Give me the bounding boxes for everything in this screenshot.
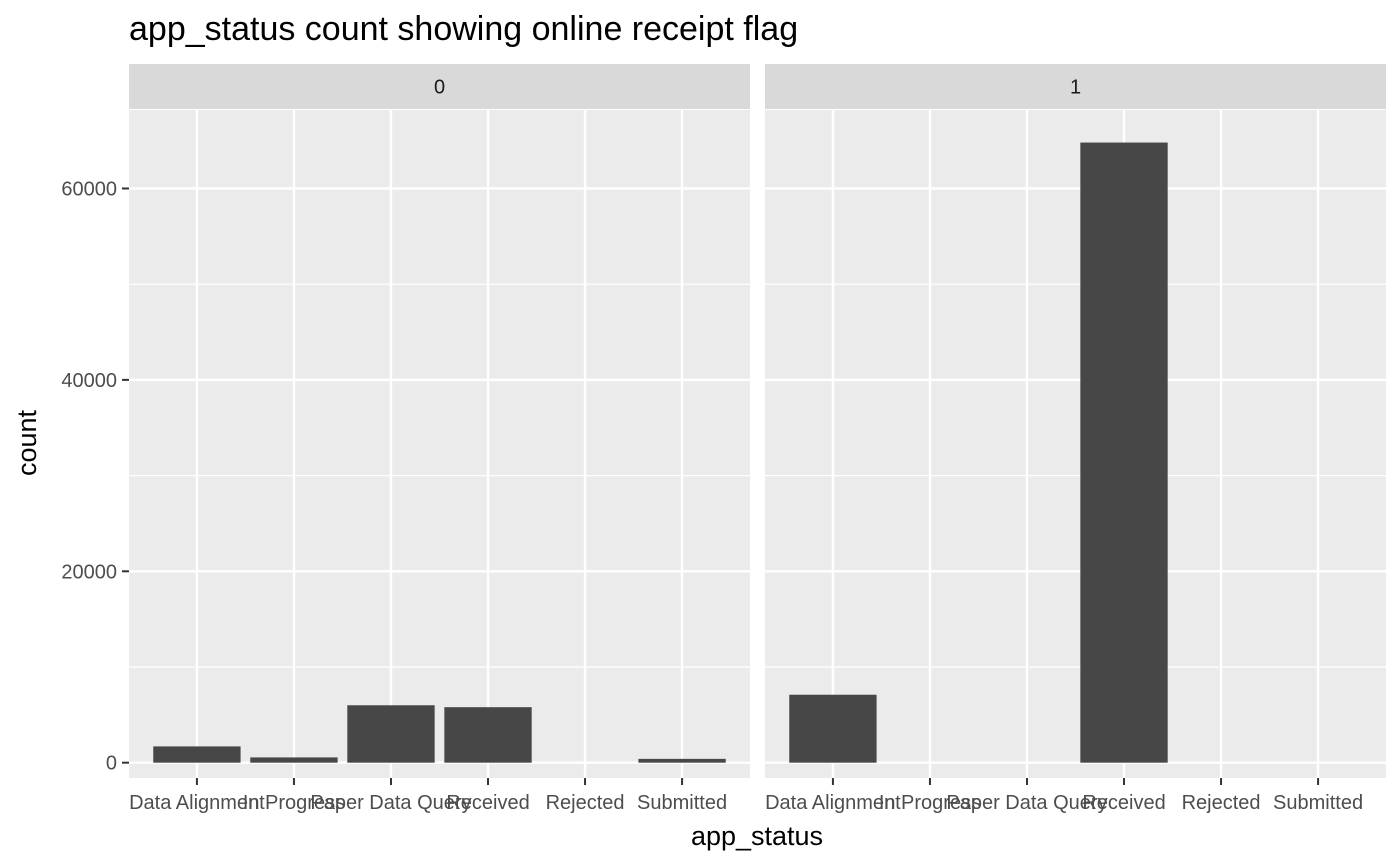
bar — [789, 694, 877, 763]
bar — [638, 758, 726, 763]
x-tick-label: Received — [446, 792, 529, 814]
facet-strip-label: 1 — [1070, 77, 1081, 99]
x-tick-label: Data Alignment — [765, 792, 901, 814]
x-tick-label: Rejected — [546, 792, 625, 814]
x-tick-label: In Progress — [243, 792, 345, 814]
facet-strip — [129, 64, 750, 109]
bar — [250, 757, 338, 763]
x-tick-label: Paper Data Query — [310, 792, 471, 814]
y-tick-label: 40000 — [61, 370, 117, 392]
panel-background — [129, 110, 750, 778]
x-tick-label: Received — [1082, 792, 1165, 814]
y-axis: 0 20000 40000 60000 — [61, 178, 129, 775]
facet-strip-label: 0 — [434, 77, 445, 99]
panel-background — [765, 110, 1386, 778]
x-tick-label: Submitted — [1273, 792, 1363, 814]
x-tick-label: Submitted — [637, 792, 727, 814]
bar — [1080, 142, 1168, 763]
y-tick-label: 0 — [106, 753, 117, 775]
x-tick-label: Paper Data Query — [946, 792, 1107, 814]
y-tick-label: 20000 — [61, 561, 117, 583]
x-axis-title: app_status — [691, 821, 823, 851]
facet-strip — [765, 64, 1386, 109]
bar — [347, 705, 435, 763]
x-tick-label: In Progress — [879, 792, 981, 814]
bar — [153, 746, 241, 763]
x-tick-label: Rejected — [1182, 792, 1261, 814]
bar — [444, 707, 532, 763]
y-tick-label: 60000 — [61, 178, 117, 200]
x-tick-label: Data Alignment — [129, 792, 265, 814]
chart-title: app_status count showing online receipt … — [129, 10, 798, 48]
y-axis-title: count — [12, 409, 42, 476]
